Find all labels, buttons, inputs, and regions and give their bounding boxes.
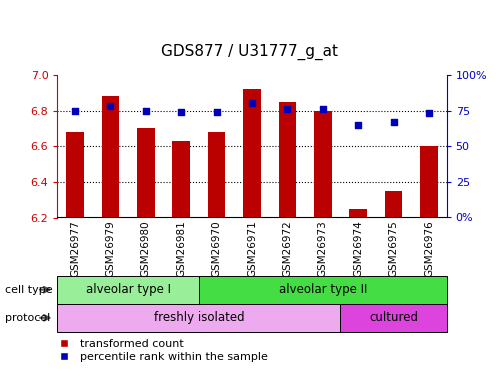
Text: freshly isolated: freshly isolated [154, 311, 244, 324]
Legend: transformed count, percentile rank within the sample: transformed count, percentile rank withi… [53, 339, 267, 362]
Bar [208, 132, 226, 218]
Point [319, 106, 327, 112]
Bar [57, 276, 199, 304]
Text: cell type: cell type [5, 285, 52, 295]
Bar [385, 191, 402, 217]
Bar [66, 132, 84, 218]
Point [354, 122, 362, 128]
Point [106, 104, 114, 110]
Point [248, 100, 256, 106]
Bar [349, 209, 367, 218]
Point [425, 111, 433, 117]
Bar [340, 304, 447, 332]
Bar [137, 128, 155, 217]
Point [177, 109, 185, 115]
Bar [314, 111, 332, 218]
Text: alveolar type II: alveolar type II [278, 283, 367, 296]
Text: protocol: protocol [5, 313, 50, 323]
Text: GDS877 / U31777_g_at: GDS877 / U31777_g_at [161, 44, 338, 60]
Bar [199, 276, 447, 304]
Point [142, 108, 150, 114]
Bar [243, 89, 261, 218]
Bar [57, 304, 340, 332]
Bar [102, 96, 119, 218]
Bar [420, 146, 438, 218]
Point [71, 108, 79, 114]
Text: alveolar type I: alveolar type I [86, 283, 171, 296]
Point [283, 106, 291, 112]
Bar [278, 102, 296, 217]
Bar [172, 141, 190, 218]
Point [390, 119, 398, 125]
Point [213, 109, 221, 115]
Text: cultured: cultured [369, 311, 418, 324]
